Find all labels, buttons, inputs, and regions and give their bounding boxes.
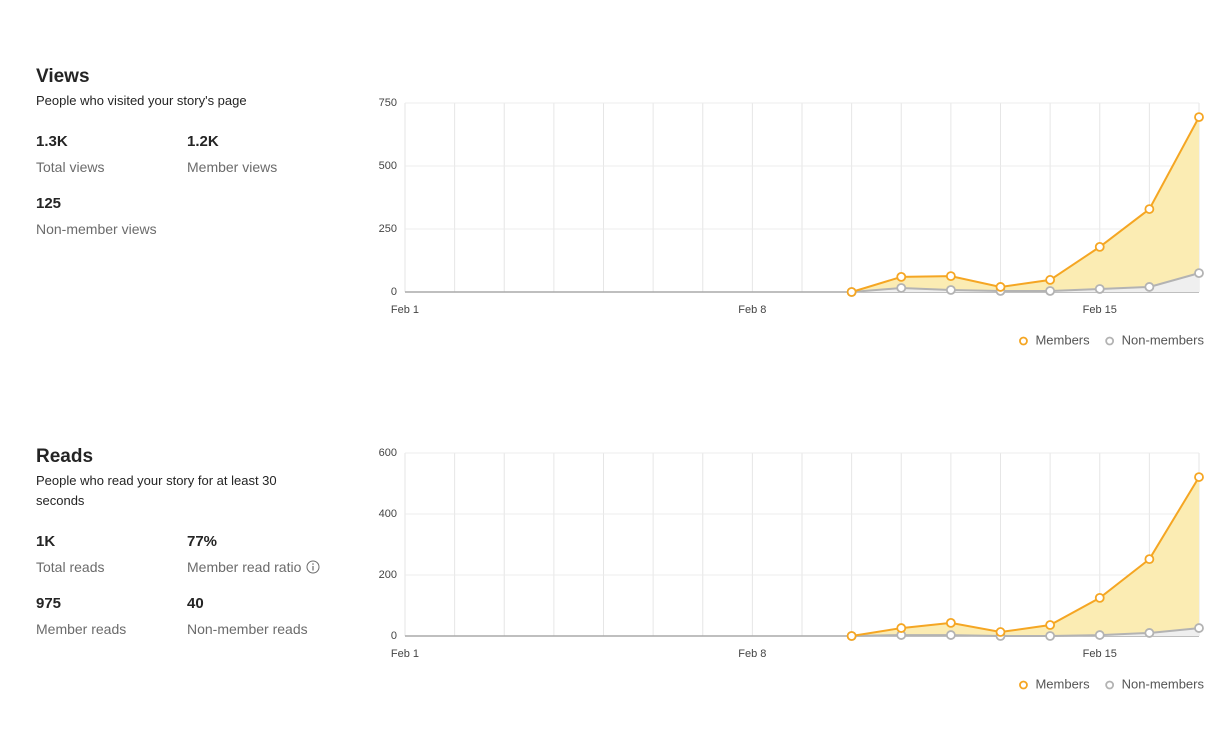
stat-value: 77% <box>187 533 218 550</box>
section-description: People who read your story for at least … <box>36 473 277 508</box>
stat-value: 975 <box>36 595 62 612</box>
y-tick-label: 0 <box>391 286 397 298</box>
y-tick-label: 600 <box>379 447 397 459</box>
point <box>1194 268 1204 279</box>
x-tick-label: Feb 8 <box>738 648 766 660</box>
point <box>1045 286 1056 296</box>
x-tick-label: Feb 1 <box>391 648 419 660</box>
stats-grid: 1.3K Total views 1.2K Member views 125 Non-me… <box>36 133 336 237</box>
point <box>896 623 907 633</box>
stat: 1.3K Total views <box>36 133 187 175</box>
legend-swatch <box>1019 680 1028 690</box>
point <box>1045 620 1056 630</box>
y-tick-label: 250 <box>379 223 397 235</box>
point <box>1144 204 1155 214</box>
x-tick-label: Feb 15 <box>1083 304 1117 316</box>
series-line <box>851 272 1200 293</box>
stat: 40 Non-member reads <box>187 595 338 637</box>
point <box>1194 112 1204 123</box>
y-tick-label: 0 <box>391 630 397 642</box>
legend-label: Non-members <box>1122 332 1205 347</box>
chart: 0 250 500 750 Feb 1 Feb 8 Feb 15 Members Non-mem… <box>379 97 1205 348</box>
point <box>1094 241 1105 252</box>
stat-label: Total views <box>36 159 105 175</box>
info-icon[interactable] <box>301 559 320 575</box>
point <box>1094 592 1105 603</box>
legend-swatch <box>1105 336 1115 346</box>
stat: 1.2K Member views <box>187 133 338 175</box>
y-tick-label: 400 <box>379 508 397 520</box>
stat-value: 125 <box>36 195 62 212</box>
point <box>1045 275 1056 285</box>
point <box>1094 284 1105 294</box>
legend-label: Members <box>1035 332 1090 347</box>
series-line <box>851 476 1200 637</box>
stats-panel: Views People who visited your story's pag… <box>36 66 336 237</box>
x-tick-label: Feb 8 <box>738 304 766 316</box>
legend-swatch <box>1105 680 1115 690</box>
stat-label: Member read ratio <box>187 559 338 575</box>
stat-label: Non-member reads <box>187 621 308 637</box>
y-tick-label: 200 <box>379 569 397 581</box>
point <box>896 271 907 282</box>
point <box>945 617 956 628</box>
point <box>1144 554 1155 565</box>
section-description: People who visited your story's page <box>36 93 247 108</box>
section-title: Reads <box>36 446 94 467</box>
stat-label: Member views <box>187 159 278 175</box>
point <box>846 631 857 641</box>
stat-value: 1K <box>36 533 56 550</box>
series-line <box>851 116 1200 293</box>
point <box>995 282 1006 292</box>
area <box>851 477 1199 636</box>
stat: 975 Member reads <box>36 595 187 637</box>
point <box>1194 472 1204 482</box>
stat: 1K Total reads <box>36 533 187 575</box>
stat-value: 40 <box>187 595 204 612</box>
series-line <box>851 627 1200 637</box>
stat-label: Member reads <box>36 621 127 637</box>
point <box>1045 631 1056 641</box>
stat-label: Non-member views <box>36 221 157 237</box>
point <box>846 287 857 297</box>
point <box>945 630 956 640</box>
stats-grid: 1K Total reads 77% Member read ratio 975 Memb… <box>36 533 336 637</box>
area <box>851 628 1199 636</box>
chart: 0 200 400 600 Feb 1 Feb 8 Feb 15 Members Non-mem… <box>379 447 1205 692</box>
legend-label: Members <box>1035 676 1090 691</box>
y-tick-label: 750 <box>379 97 397 109</box>
point <box>896 283 907 293</box>
legend-swatch <box>1019 336 1028 346</box>
info-glyph <box>306 560 320 574</box>
point <box>1194 623 1204 633</box>
point <box>1094 630 1105 640</box>
point <box>945 285 956 295</box>
stat-value: 1.3K <box>36 133 68 150</box>
x-tick-label: Feb 1 <box>391 304 419 316</box>
point <box>995 627 1006 637</box>
point <box>1144 628 1155 638</box>
stat: 77% Member read ratio <box>187 533 338 575</box>
point <box>1144 282 1155 292</box>
stats-panel: Reads People who read your story for at l… <box>36 446 336 637</box>
stat-label: Total reads <box>36 559 105 575</box>
y-tick-label: 500 <box>379 160 397 172</box>
area <box>851 117 1199 292</box>
stat-value: 1.2K <box>187 133 219 150</box>
point <box>945 271 956 282</box>
x-tick-label: Feb 15 <box>1083 648 1117 660</box>
stat: 125 Non-member views <box>36 195 187 237</box>
section-title: Views <box>36 66 90 87</box>
legend-label: Non-members <box>1122 676 1205 691</box>
